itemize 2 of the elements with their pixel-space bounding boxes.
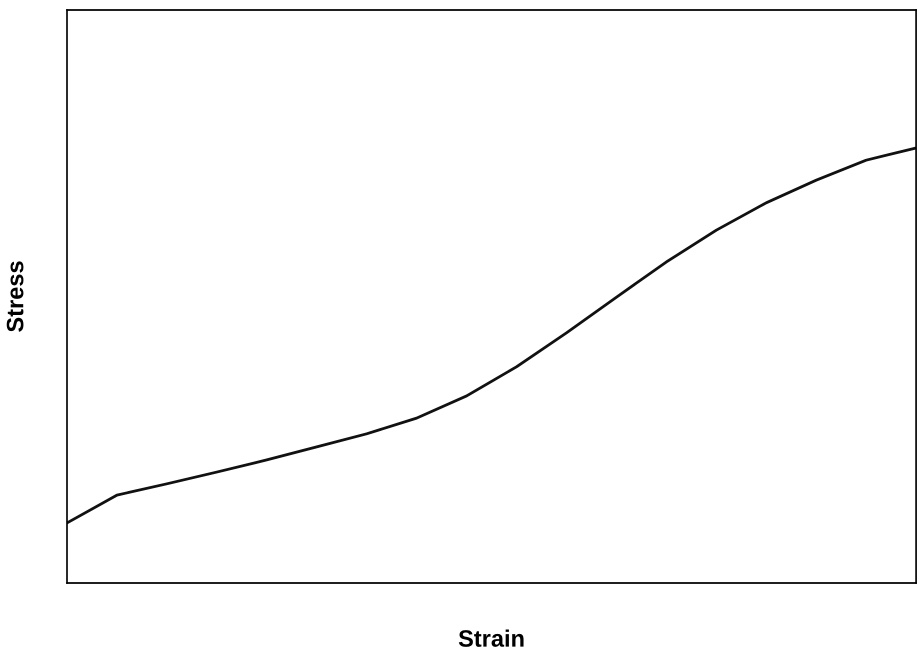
- y-axis-title: Stress: [6, 261, 24, 332]
- x-axis-title: Strain: [458, 630, 524, 647]
